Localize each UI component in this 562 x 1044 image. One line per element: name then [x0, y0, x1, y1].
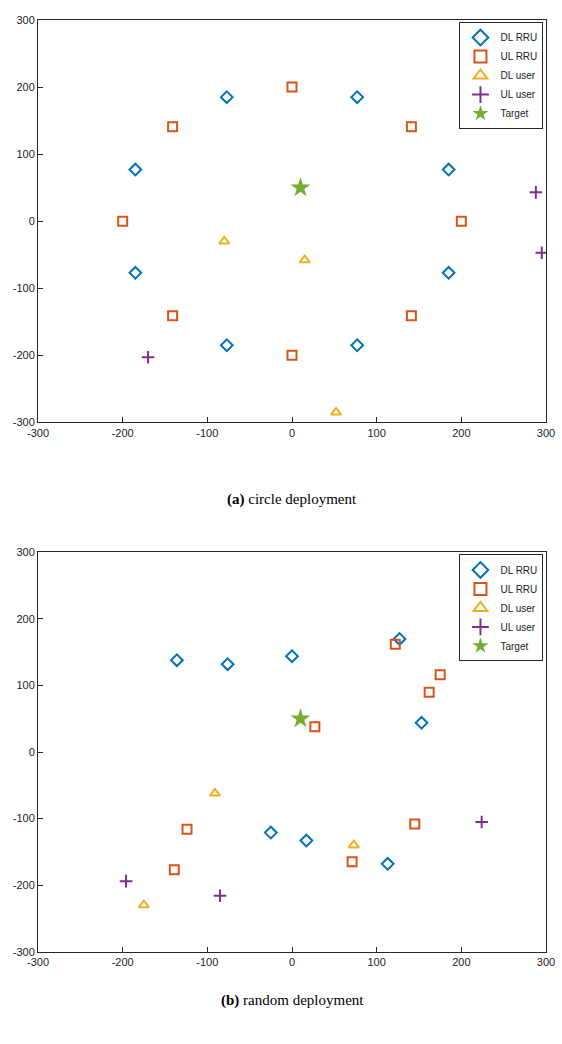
svg-text:200: 200 — [452, 956, 470, 968]
svg-text:UL user: UL user — [500, 622, 535, 633]
svg-text:200: 200 — [452, 427, 470, 439]
svg-text:-100: -100 — [196, 427, 218, 439]
svg-text:0: 0 — [29, 215, 35, 227]
svg-text:-200: -200 — [112, 956, 134, 968]
svg-text:-200: -200 — [13, 879, 35, 891]
svg-text:DL RRU: DL RRU — [500, 32, 537, 43]
svg-text:UL user: UL user — [500, 89, 535, 100]
svg-text:DL user: DL user — [500, 70, 535, 81]
svg-text:300: 300 — [16, 546, 34, 558]
svg-text:-100: -100 — [13, 812, 35, 824]
svg-text:0: 0 — [289, 956, 295, 968]
svg-text:UL RRU: UL RRU — [500, 51, 537, 62]
svg-text:100: 100 — [16, 148, 34, 160]
svg-text:200: 200 — [16, 613, 34, 625]
svg-text:-100: -100 — [196, 956, 218, 968]
svg-text:UL RRU: UL RRU — [500, 584, 537, 595]
svg-text:-100: -100 — [13, 282, 35, 294]
svg-text:300: 300 — [537, 956, 555, 968]
svg-text:DL RRU: DL RRU — [500, 565, 537, 576]
svg-text:-300: -300 — [27, 427, 49, 439]
svg-text:-200: -200 — [13, 349, 35, 361]
svg-text:100: 100 — [16, 679, 34, 691]
svg-text:-200: -200 — [112, 427, 134, 439]
svg-text:(b) random deployment: (b) random deployment — [221, 992, 364, 1009]
svg-text:-300: -300 — [27, 956, 49, 968]
svg-text:300: 300 — [16, 14, 34, 26]
svg-text:100: 100 — [367, 956, 385, 968]
svg-text:DL user: DL user — [500, 603, 535, 614]
svg-text:Target: Target — [500, 641, 528, 652]
svg-text:200: 200 — [16, 81, 34, 93]
svg-text:(a) circle deployment: (a) circle deployment — [227, 491, 357, 508]
svg-text:Target: Target — [500, 108, 528, 119]
svg-text:300: 300 — [537, 427, 555, 439]
svg-text:-300: -300 — [13, 946, 35, 958]
svg-text:-300: -300 — [13, 416, 35, 428]
svg-text:0: 0 — [29, 746, 35, 758]
svg-text:0: 0 — [289, 427, 295, 439]
svg-text:100: 100 — [367, 427, 385, 439]
